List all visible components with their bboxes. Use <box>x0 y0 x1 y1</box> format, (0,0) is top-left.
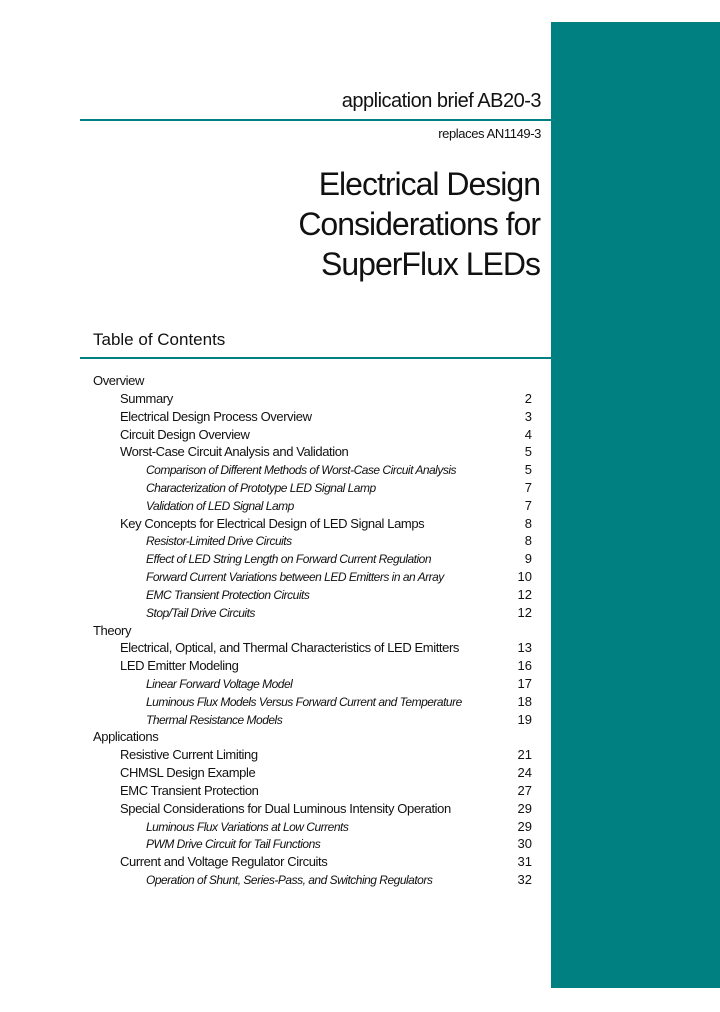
toc-subentry: Validation of LED Signal Lamp <box>146 498 294 513</box>
toc-entry: CHMSL Design Example <box>120 765 256 780</box>
page-number: 7 <box>524 497 532 513</box>
toc-subentry: Luminous Flux Variations at Low Currents <box>146 819 349 834</box>
page-number: 16 <box>517 658 532 674</box>
toc-subentry: Thermal Resistance Models <box>146 712 283 727</box>
toc-entry: Electrical, Optical, and Thermal Charact… <box>120 640 460 656</box>
page-number: 5 <box>524 444 532 460</box>
page-number: 5 <box>524 462 532 478</box>
toc-subentry: Stop/Tail Drive Circuits <box>146 605 255 620</box>
toc-subentry: Characterization of Prototype LED Signal… <box>146 480 376 495</box>
section-heading: Applications <box>93 729 159 745</box>
toc-entry: Resistive Current Limiting <box>120 747 258 763</box>
page-number: 7 <box>524 479 532 495</box>
toc-subentry: Forward Current Variations between LED E… <box>146 570 444 584</box>
toc-subentry: PWM Drive Circuit for Tail Functions <box>146 837 321 852</box>
toc-entry: Current and Voltage Regulator Circuits <box>120 854 328 870</box>
toc-rule <box>80 357 551 359</box>
page-number: 21 <box>517 747 532 763</box>
section-heading: Overview <box>93 373 144 388</box>
side-band <box>551 22 720 988</box>
toc-entry: LED Emitter Modeling <box>120 658 239 674</box>
brief-label: application brief AB20-3 <box>341 90 542 112</box>
toc-entry: Special Considerations for Dual Luminous… <box>120 800 451 816</box>
page-number: 29 <box>517 818 532 834</box>
toc-subentry: Comparison of Different Methods of Worst… <box>146 463 457 478</box>
title-line: Considerations for <box>298 206 541 242</box>
page-number: 29 <box>517 800 532 816</box>
page-number: 2 <box>524 390 532 406</box>
page-number: 24 <box>517 765 532 780</box>
toc-title: Table of Contents <box>93 330 226 349</box>
toc-subentry: Linear Forward Voltage Model <box>146 676 293 691</box>
toc-entry: Electrical Design Process Overview <box>120 408 312 424</box>
toc-entry: Summary <box>120 390 173 406</box>
title-line: Electrical Design <box>318 166 541 202</box>
page-number: 18 <box>517 693 532 709</box>
page-number: 8 <box>524 533 532 549</box>
toc-entry: Worst-Case Circuit Analysis and Validati… <box>120 444 349 460</box>
page-number: 3 <box>524 408 532 424</box>
page-number: 8 <box>524 515 532 531</box>
header-rule <box>80 119 551 121</box>
page-number: 31 <box>517 854 532 870</box>
toc-entry: EMC Transient Protection <box>120 782 259 798</box>
toc-subentry: Operation of Shunt, Series-Pass, and Swi… <box>146 873 433 887</box>
page-number: 30 <box>517 836 532 852</box>
page-number: 17 <box>517 675 532 691</box>
page-number: 27 <box>517 782 532 798</box>
toc-entry: Key Concepts for Electrical Design of LE… <box>120 515 425 531</box>
toc-subentry: EMC Transient Protection Circuits <box>146 587 310 602</box>
page-number: 13 <box>517 640 532 656</box>
page-number: 4 <box>524 426 532 442</box>
replaces-label: replaces AN1149-3 <box>438 126 541 141</box>
section-heading: Theory <box>93 622 132 638</box>
page-number: 32 <box>517 872 532 887</box>
page-number: 10 <box>517 569 532 584</box>
page-number: 12 <box>517 586 532 602</box>
page-number: 9 <box>524 551 532 567</box>
title-line: SuperFlux LEDs <box>321 246 541 282</box>
toc-subentry: Effect of LED String Length on Forward C… <box>146 552 432 567</box>
toc-subentry: Resistor-Limited Drive Circuits <box>146 534 292 549</box>
toc-entry: Circuit Design Overview <box>120 426 250 442</box>
page-number: 19 <box>517 711 532 727</box>
page-number: 12 <box>517 604 532 620</box>
toc-subentry: Luminous Flux Models Versus Forward Curr… <box>146 694 462 709</box>
